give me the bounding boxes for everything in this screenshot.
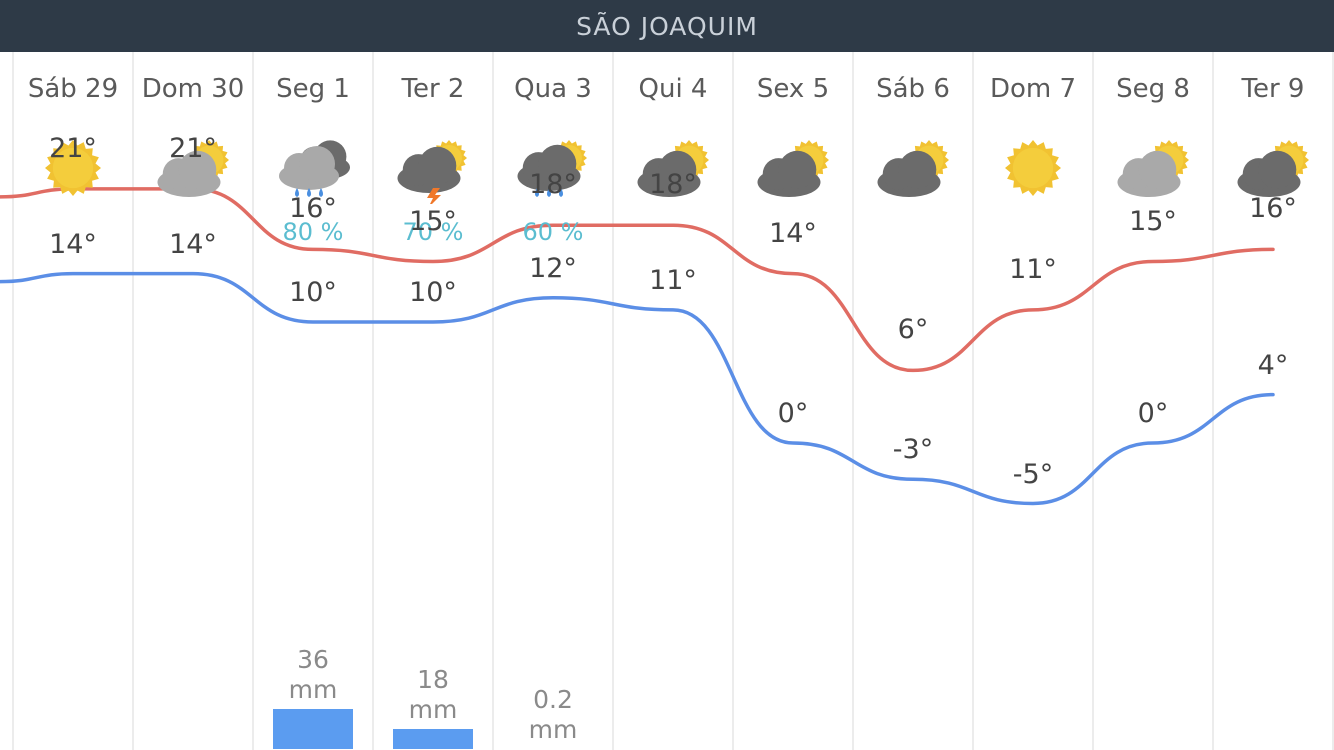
- max-temp-label: 18°: [529, 169, 577, 201]
- forecast-chart: [0, 52, 1334, 750]
- partly-cloudy-light-icon: [1117, 140, 1189, 197]
- day-label: Ter 9: [1241, 74, 1305, 104]
- weather-icon-slot: [253, 134, 373, 204]
- max-temp-label: 6°: [897, 314, 929, 346]
- day-label: Dom 7: [989, 74, 1077, 104]
- partly-cloudy-light-icon: [157, 140, 229, 197]
- weather-icon-slot: [1213, 134, 1333, 204]
- min-temp-label: 0°: [777, 398, 809, 429]
- day-label: Sex 5: [756, 74, 830, 104]
- partly-cloudy-dark-icon: [1237, 140, 1309, 197]
- precipitation-unit: mm: [528, 714, 578, 744]
- min-temp-label: 10°: [289, 277, 337, 308]
- day-label: Dom 30: [141, 74, 245, 104]
- day-label: Qua 3: [514, 74, 592, 104]
- day-label: Sáb 6: [876, 74, 950, 104]
- min-temp-label: 11°: [649, 264, 697, 296]
- rain-probability: 70 %: [402, 218, 464, 246]
- precipitation-bar: [393, 729, 473, 749]
- day-label: Seg 1: [276, 74, 350, 104]
- partly-cloudy-dark-icon: [637, 140, 709, 197]
- sun-rain-cloud-icon: [517, 140, 587, 197]
- forecast-panel: Sáb 29 21° 14° Dom 30 21° 14° Seg 1 80 % 16° 10° 3…: [0, 52, 1334, 750]
- weather-icon-slot: [13, 134, 133, 204]
- weather-icon-slot: [613, 134, 733, 204]
- max-temp-label: 16°: [1249, 193, 1297, 225]
- day-label: Seg 8: [1116, 74, 1190, 104]
- max-temp-label: 14°: [769, 217, 817, 249]
- location-header: SÃO JOAQUIM: [0, 0, 1334, 52]
- min-temp-label: 12°: [529, 252, 577, 284]
- weather-icon-slot: [853, 134, 973, 204]
- sun-icon: [45, 140, 101, 196]
- precipitation-unit: mm: [408, 695, 458, 724]
- max-temp-label: 18°: [649, 169, 697, 201]
- weather-icon-slot: [133, 134, 253, 204]
- precipitation-value: 36: [297, 645, 329, 674]
- weather-icon-slot: [1093, 134, 1213, 204]
- day-label: Ter 2: [401, 74, 465, 104]
- weather-icon-slot: [733, 134, 853, 204]
- location-title: SÃO JOAQUIM: [576, 11, 758, 41]
- max-temp-label: 11°: [1009, 253, 1057, 285]
- precipitation-value: 18: [417, 665, 449, 694]
- min-temp-label: 14°: [49, 228, 97, 260]
- max-temp-label: 21°: [169, 132, 217, 164]
- precipitation-unit: mm: [288, 675, 338, 704]
- precipitation-bar: [273, 709, 353, 749]
- max-temp-label: 15°: [1129, 205, 1177, 237]
- min-temp-label: -3°: [892, 434, 934, 466]
- max-temp-label: 15°: [409, 205, 457, 237]
- partly-cloudy-dark-icon: [757, 140, 829, 197]
- min-temp-label: 10°: [409, 277, 457, 308]
- sun-icon: [1005, 140, 1061, 196]
- weather-icon-slot: [973, 134, 1093, 204]
- rain-probability: 80 %: [282, 218, 344, 246]
- max-temp-label: 16°: [289, 193, 337, 225]
- min-temp-line: [0, 271, 1275, 506]
- min-temp-label: 0°: [1137, 398, 1169, 429]
- rain-cloud-icon: [279, 140, 350, 197]
- max-temp-label: 21°: [49, 132, 97, 164]
- min-temp-label: -5°: [1012, 458, 1054, 490]
- thunderstorm-icon: [397, 140, 467, 204]
- min-temp-label: 4°: [1257, 349, 1289, 381]
- rain-probability: 60 %: [522, 218, 584, 246]
- weather-icon-slot: [493, 134, 613, 204]
- min-temp-label: 14°: [169, 228, 217, 260]
- precipitation-value: 0.2: [533, 684, 573, 714]
- partly-cloudy-dark-icon: [877, 140, 949, 197]
- day-label: Qui 4: [638, 74, 708, 104]
- day-label: Sáb 29: [27, 74, 119, 104]
- weather-icon-slot: [373, 134, 493, 204]
